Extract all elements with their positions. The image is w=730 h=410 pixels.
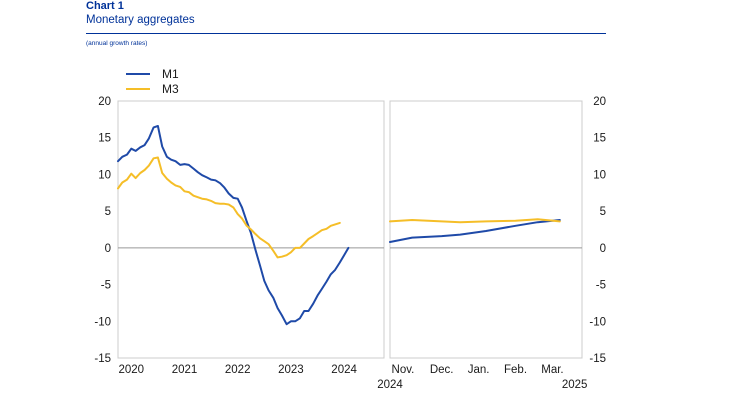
- x-tick-label: 2021: [172, 364, 198, 376]
- y-tick-label-right: 15: [593, 133, 606, 145]
- legend-label-m1: M1: [162, 67, 179, 81]
- y-tick-label-left: -15: [94, 353, 111, 365]
- y-tick-label-right: -15: [589, 353, 606, 365]
- y-tick-label-left: -5: [101, 280, 111, 292]
- x-year-label: 2025: [562, 379, 588, 391]
- x-tick-label: Feb.: [504, 364, 527, 376]
- series-line-m1-recent: [389, 219, 561, 243]
- x-tick-label: 2022: [225, 364, 251, 376]
- panel-frame-historical: [117, 100, 385, 359]
- series-lines: [117, 125, 561, 326]
- y-tick-label-left: 0: [105, 243, 111, 255]
- y-tick-label-left: -10: [94, 316, 111, 328]
- y-tick-label-right: 20: [593, 96, 606, 108]
- y-tick-label-left: 5: [105, 206, 111, 218]
- chart-units-note: (annual growth rates): [86, 40, 148, 47]
- x-tick-labels: 2020 2021 2022 2023 2024 Nov. Dec. Jan. Feb. Mar.…: [119, 364, 588, 391]
- y-tick-labels: 20 20 15 15 10 10 5 5 0 0 -5 -5 -10 -10 -15 -15: [94, 96, 606, 365]
- x-year-label: 2024: [377, 379, 403, 391]
- y-tick-label-left: 10: [98, 169, 111, 181]
- series-line-m3-historical: [117, 156, 341, 259]
- x-tick-label: 2023: [278, 364, 304, 376]
- panel-frame-recent: [389, 100, 583, 359]
- y-tick-label-left: 20: [98, 96, 111, 108]
- x-tick-label: Dec.: [430, 364, 454, 376]
- title-divider: [86, 33, 606, 34]
- series-line-m1-historical: [117, 125, 350, 326]
- x-tick-label: Jan.: [468, 364, 490, 376]
- chart-frames: [117, 100, 583, 359]
- y-tick-label-right: -10: [589, 316, 606, 328]
- y-tick-label-right: -5: [596, 280, 606, 292]
- series-line-m3-recent: [389, 218, 561, 224]
- y-tick-label-right: 0: [600, 243, 606, 255]
- chart-subtitle: Monetary aggregates: [86, 14, 195, 26]
- x-tick-label: 2024: [331, 364, 357, 376]
- y-tick-label-right: 5: [600, 206, 606, 218]
- x-tick-label: Mar.: [541, 364, 563, 376]
- y-tick-label-left: 15: [98, 133, 111, 145]
- x-tick-label: 2020: [119, 364, 145, 376]
- x-tick-label: Nov.: [392, 364, 415, 376]
- y-tick-label-right: 10: [593, 169, 606, 181]
- chart-title: Chart 1: [86, 0, 124, 12]
- legend-label-m3: M3: [162, 82, 179, 96]
